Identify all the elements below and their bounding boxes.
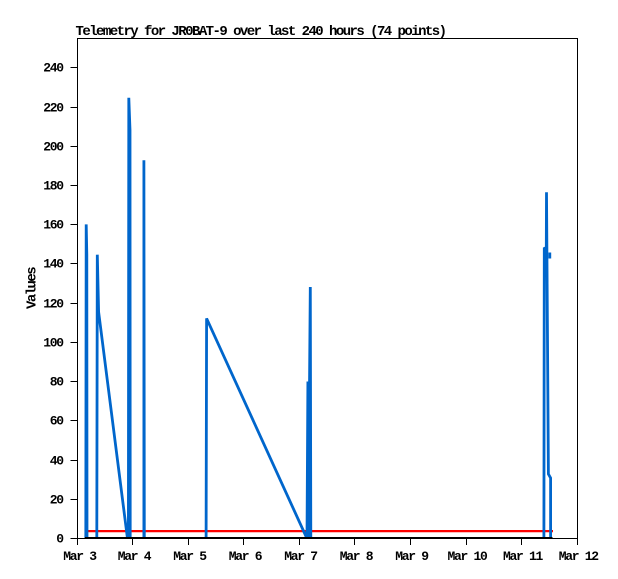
svg-text:120: 120 <box>43 297 64 312</box>
svg-text:Mar 11: Mar 11 <box>503 549 544 564</box>
svg-text:200: 200 <box>43 140 64 155</box>
svg-text:60: 60 <box>50 414 65 429</box>
svg-text:180: 180 <box>43 179 64 194</box>
svg-text:Mar 8: Mar 8 <box>340 549 374 564</box>
svg-text:100: 100 <box>43 336 64 351</box>
svg-text:240: 240 <box>43 61 64 76</box>
svg-text:220: 220 <box>43 101 64 116</box>
svg-text:Mar 6: Mar 6 <box>229 549 263 564</box>
svg-text:Mar 3: Mar 3 <box>63 549 97 564</box>
svg-text:80: 80 <box>50 375 65 390</box>
svg-text:40: 40 <box>50 454 65 469</box>
svg-text:20: 20 <box>50 493 65 508</box>
svg-text:0: 0 <box>56 532 64 547</box>
svg-text:Mar 12: Mar 12 <box>559 549 600 564</box>
svg-text:140: 140 <box>43 257 64 272</box>
svg-text:Mar 9: Mar 9 <box>395 549 429 564</box>
svg-text:160: 160 <box>43 218 64 233</box>
svg-text:Mar 10: Mar 10 <box>447 549 488 564</box>
svg-text:Values: Values <box>25 267 41 309</box>
svg-text:Telemetry for JR0BAT-9 over la: Telemetry for JR0BAT-9 over last 240 hou… <box>76 24 446 40</box>
svg-text:Mar 4: Mar 4 <box>118 549 152 564</box>
svg-text:Mar 5: Mar 5 <box>173 549 207 564</box>
svg-text:Mar 7: Mar 7 <box>284 549 317 564</box>
